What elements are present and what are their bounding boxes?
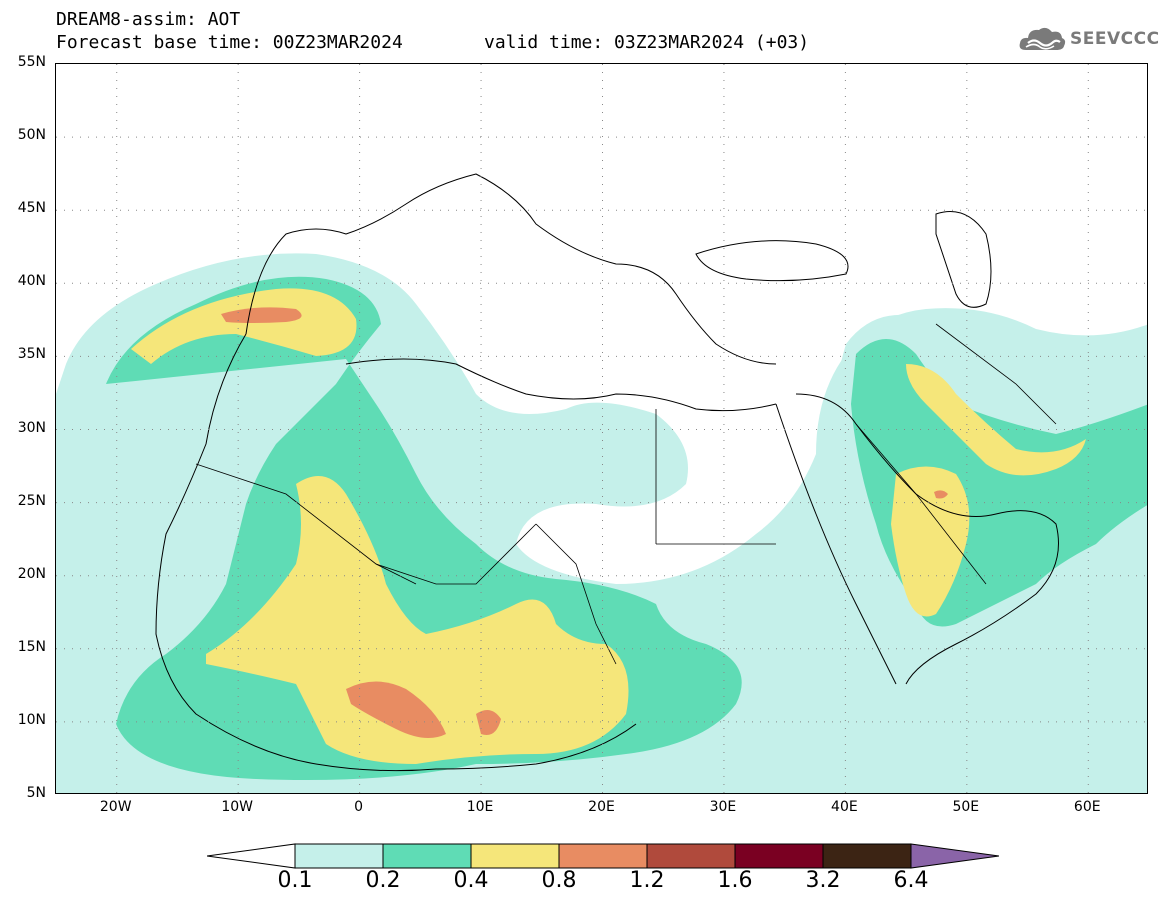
coastline-caspian <box>935 211 992 308</box>
valid-time: valid time: 03Z23MAR2024 (+03) <box>484 32 810 53</box>
colorbar-label: 6.4 <box>893 868 929 893</box>
aot-contour-0.4-sahel <box>206 476 629 764</box>
logo-text: SEEVCCC <box>1070 29 1160 49</box>
lat-label: 35N <box>17 346 46 363</box>
border-saudi <box>855 423 987 585</box>
lat-label: 10N <box>17 711 46 728</box>
lat-label: 5N <box>26 785 46 801</box>
colorbar-bin <box>382 843 472 869</box>
colorbar-extend-low <box>207 843 296 869</box>
map-title: DREAM8-assim: AOT <box>56 9 241 30</box>
lat-label: 45N <box>17 200 46 217</box>
lat-label: 30N <box>17 419 46 436</box>
colorbar-bin <box>646 843 736 869</box>
colorbar-bin <box>470 843 560 869</box>
colorbar-bin <box>734 843 824 869</box>
aot-contour-0.8-iberia <box>221 307 302 323</box>
coastline-red-sea <box>775 403 897 685</box>
border-iran <box>935 323 1057 425</box>
aot-contour-0.8-arabia <box>934 490 948 499</box>
aot-contour-0.4-gulf <box>906 364 1086 476</box>
lat-label: 40N <box>17 273 46 290</box>
border-chad <box>535 523 617 665</box>
cloud-logo-icon <box>1019 27 1066 50</box>
coastline-mediterranean-south <box>345 358 777 412</box>
coastline-arabia <box>795 393 1059 685</box>
colorbar-label: 0.8 <box>541 868 577 893</box>
lon-label: 20W <box>99 799 132 815</box>
lat-label: 20N <box>17 565 46 582</box>
aot-contour-0.8-chad <box>476 710 501 735</box>
border-algeria-mali <box>195 463 417 585</box>
lon-label: 10W <box>221 799 253 815</box>
aot-field-map <box>56 64 1147 793</box>
lat-label: 50N <box>17 127 46 144</box>
colorbar-bin <box>822 843 912 869</box>
aot-contour-0.8-sahel <box>346 681 446 738</box>
coastline-europe <box>245 173 777 365</box>
lat-label: 25N <box>17 492 46 509</box>
colorbar-label: 0.2 <box>365 868 401 893</box>
colorbar-label: 1.6 <box>717 868 753 893</box>
lon-label: 50E <box>952 799 980 815</box>
lon-label: 0 <box>354 799 364 815</box>
colorbar-label: 0.4 <box>453 868 489 893</box>
lat-label: 55N <box>17 54 46 70</box>
aot-colorbar <box>207 843 999 869</box>
lon-label: 60E <box>1073 799 1101 815</box>
lon-label: 40E <box>831 799 858 815</box>
coastline-black-sea <box>695 240 849 282</box>
lat-label: 15N <box>17 638 46 655</box>
map-panel <box>55 63 1148 794</box>
forecast-times: Forecast base time: 00Z23MAR2024 valid ti… <box>56 32 809 53</box>
border-niger <box>375 523 537 585</box>
colorbar-label: 3.2 <box>805 868 841 893</box>
colorbar-extend-high <box>910 843 999 869</box>
aot-contour-0.4-arabia <box>891 466 970 617</box>
seevccc-logo: SEEVCCC <box>1018 22 1160 56</box>
lon-label: 30E <box>709 799 737 815</box>
base-time: Forecast base time: 00Z23MAR2024 <box>56 32 403 53</box>
colorbar-bin <box>294 843 384 869</box>
coastline-africa <box>155 333 637 772</box>
colorbar-label: 0.1 <box>277 868 313 893</box>
colorbar-bin <box>558 843 648 869</box>
lon-label: 10E <box>466 799 494 815</box>
colorbar-label: 1.2 <box>629 868 665 893</box>
aot-contour-0.4 <box>131 288 357 364</box>
lon-label: 20E <box>588 799 615 815</box>
